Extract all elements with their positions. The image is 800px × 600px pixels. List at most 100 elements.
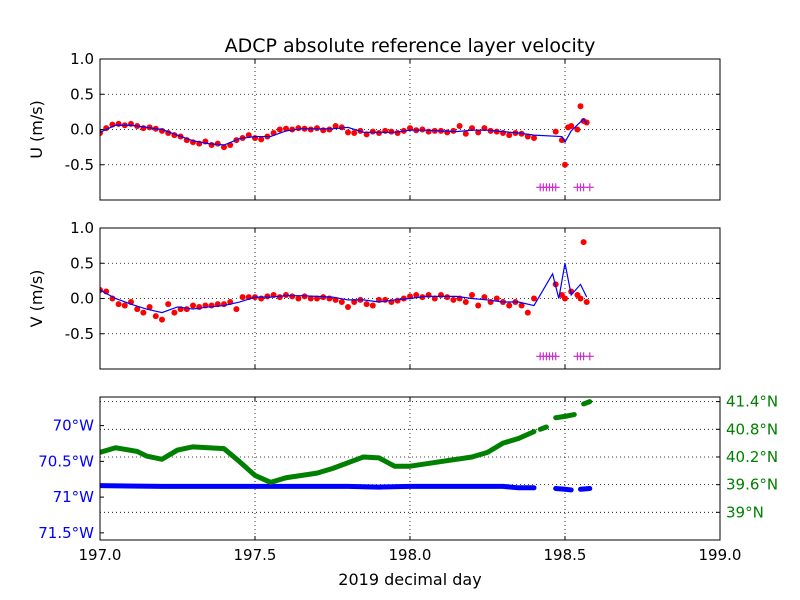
data-point: [552, 128, 559, 135]
data-point: [283, 291, 289, 298]
plot-area: [100, 103, 594, 192]
longitude-line: [578, 486, 593, 492]
data-point: [583, 299, 590, 306]
data-point: [363, 301, 370, 308]
data-point: [338, 299, 345, 306]
data-point: [208, 302, 215, 309]
data-point: [376, 130, 382, 137]
series-line: [100, 263, 588, 314]
data-point: [369, 128, 376, 135]
data-point: [140, 309, 147, 316]
data-point: [326, 126, 333, 133]
chart-title: ADCP absolute reference layer velocity: [225, 35, 596, 57]
data-point: [394, 297, 401, 304]
data-point: [314, 125, 320, 132]
data-point: [444, 294, 451, 301]
data-point: [351, 299, 358, 306]
data-point: [152, 313, 159, 320]
data-point: [577, 103, 584, 110]
data-point: [146, 303, 153, 310]
data-point: [475, 302, 482, 309]
left-y-tick-label: 70.5°W: [38, 452, 94, 470]
data-point: [568, 122, 575, 129]
data-point: [295, 125, 302, 132]
data-point: [140, 125, 147, 132]
right-y-tick-label: 39.6°N: [726, 476, 778, 494]
data-point: [506, 132, 513, 139]
x-tick-label: 199.0: [699, 546, 742, 564]
latitude-line: [581, 399, 593, 407]
data-point: [469, 125, 475, 132]
data-point: [518, 302, 525, 309]
data-point: [252, 134, 258, 141]
data-point: [524, 309, 531, 316]
x-tick-label: 198.0: [389, 546, 432, 564]
data-point: [425, 291, 432, 298]
data-point: [577, 295, 584, 302]
data-point: [171, 309, 178, 316]
data-point: [307, 295, 314, 302]
data-point: [425, 128, 432, 135]
data-point: [214, 140, 221, 147]
data-point: [332, 122, 339, 129]
data-point: [431, 295, 438, 302]
data-point: [233, 306, 240, 313]
data-point: [239, 294, 246, 301]
y-tick-label: 0.0: [70, 121, 94, 139]
data-point: [462, 299, 469, 306]
axes-frame: [99, 227, 721, 370]
plus-marker: [585, 352, 594, 361]
data-point: [276, 126, 283, 133]
data-point: [134, 306, 141, 313]
plot-area: [100, 239, 594, 361]
y-tick-label: 0.5: [70, 254, 94, 272]
data-point: [221, 144, 227, 151]
latitude-line: [537, 424, 549, 432]
left-y-tick-label: 71°W: [53, 488, 95, 506]
y-axis-label: U (m/s): [27, 100, 46, 159]
x-tick-label: 197.0: [79, 546, 122, 564]
x-axis-label: 2019 decimal day: [338, 570, 481, 589]
axes-frame: [99, 396, 721, 541]
data-point: [121, 302, 128, 309]
data-point: [345, 303, 351, 310]
data-point: [289, 293, 296, 300]
series-line: [100, 117, 588, 146]
plus-marker: [551, 352, 560, 361]
v-velocity-panel: 1.0 0.5 0.0 -0.5 V (m/s): [27, 219, 721, 370]
longitude-line: [553, 486, 574, 493]
data-point: [307, 126, 314, 133]
u-velocity-panel: 1.0 0.5 0.0 -0.5 U (m/s): [27, 50, 721, 201]
latitude-line: [100, 429, 537, 485]
data-point: [462, 130, 469, 137]
plus-marker: [585, 183, 594, 192]
data-point: [320, 127, 327, 134]
data-point: [363, 131, 370, 138]
data-point: [481, 125, 488, 132]
right-y-tick-label: 40.8°N: [726, 420, 778, 438]
data-point: [165, 301, 172, 308]
data-point: [506, 302, 513, 309]
data-point: [531, 134, 537, 141]
y-tick-label: 1.0: [70, 50, 94, 68]
data-point: [264, 293, 271, 300]
left-y-tick-label: 70°W: [53, 417, 95, 435]
data-point: [580, 239, 587, 246]
left-y-tick-label: 71.5°W: [38, 524, 94, 542]
y-tick-label: 0.0: [70, 290, 94, 308]
y-tick-label: 1.0: [70, 219, 94, 237]
right-y-tick-label: 40.2°N: [726, 448, 778, 466]
data-point: [159, 316, 165, 323]
axes-frame: [99, 58, 721, 201]
data-point: [190, 302, 196, 309]
right-y-tick-label: 41.4°N: [726, 393, 778, 411]
data-point: [115, 120, 122, 127]
data-point: [388, 128, 395, 135]
data-point: [258, 136, 265, 143]
data-point: [574, 126, 581, 133]
data-point: [562, 161, 568, 168]
right-y-tick-label: 39°N: [726, 503, 764, 521]
data-point: [562, 295, 568, 302]
data-point: [419, 126, 426, 133]
